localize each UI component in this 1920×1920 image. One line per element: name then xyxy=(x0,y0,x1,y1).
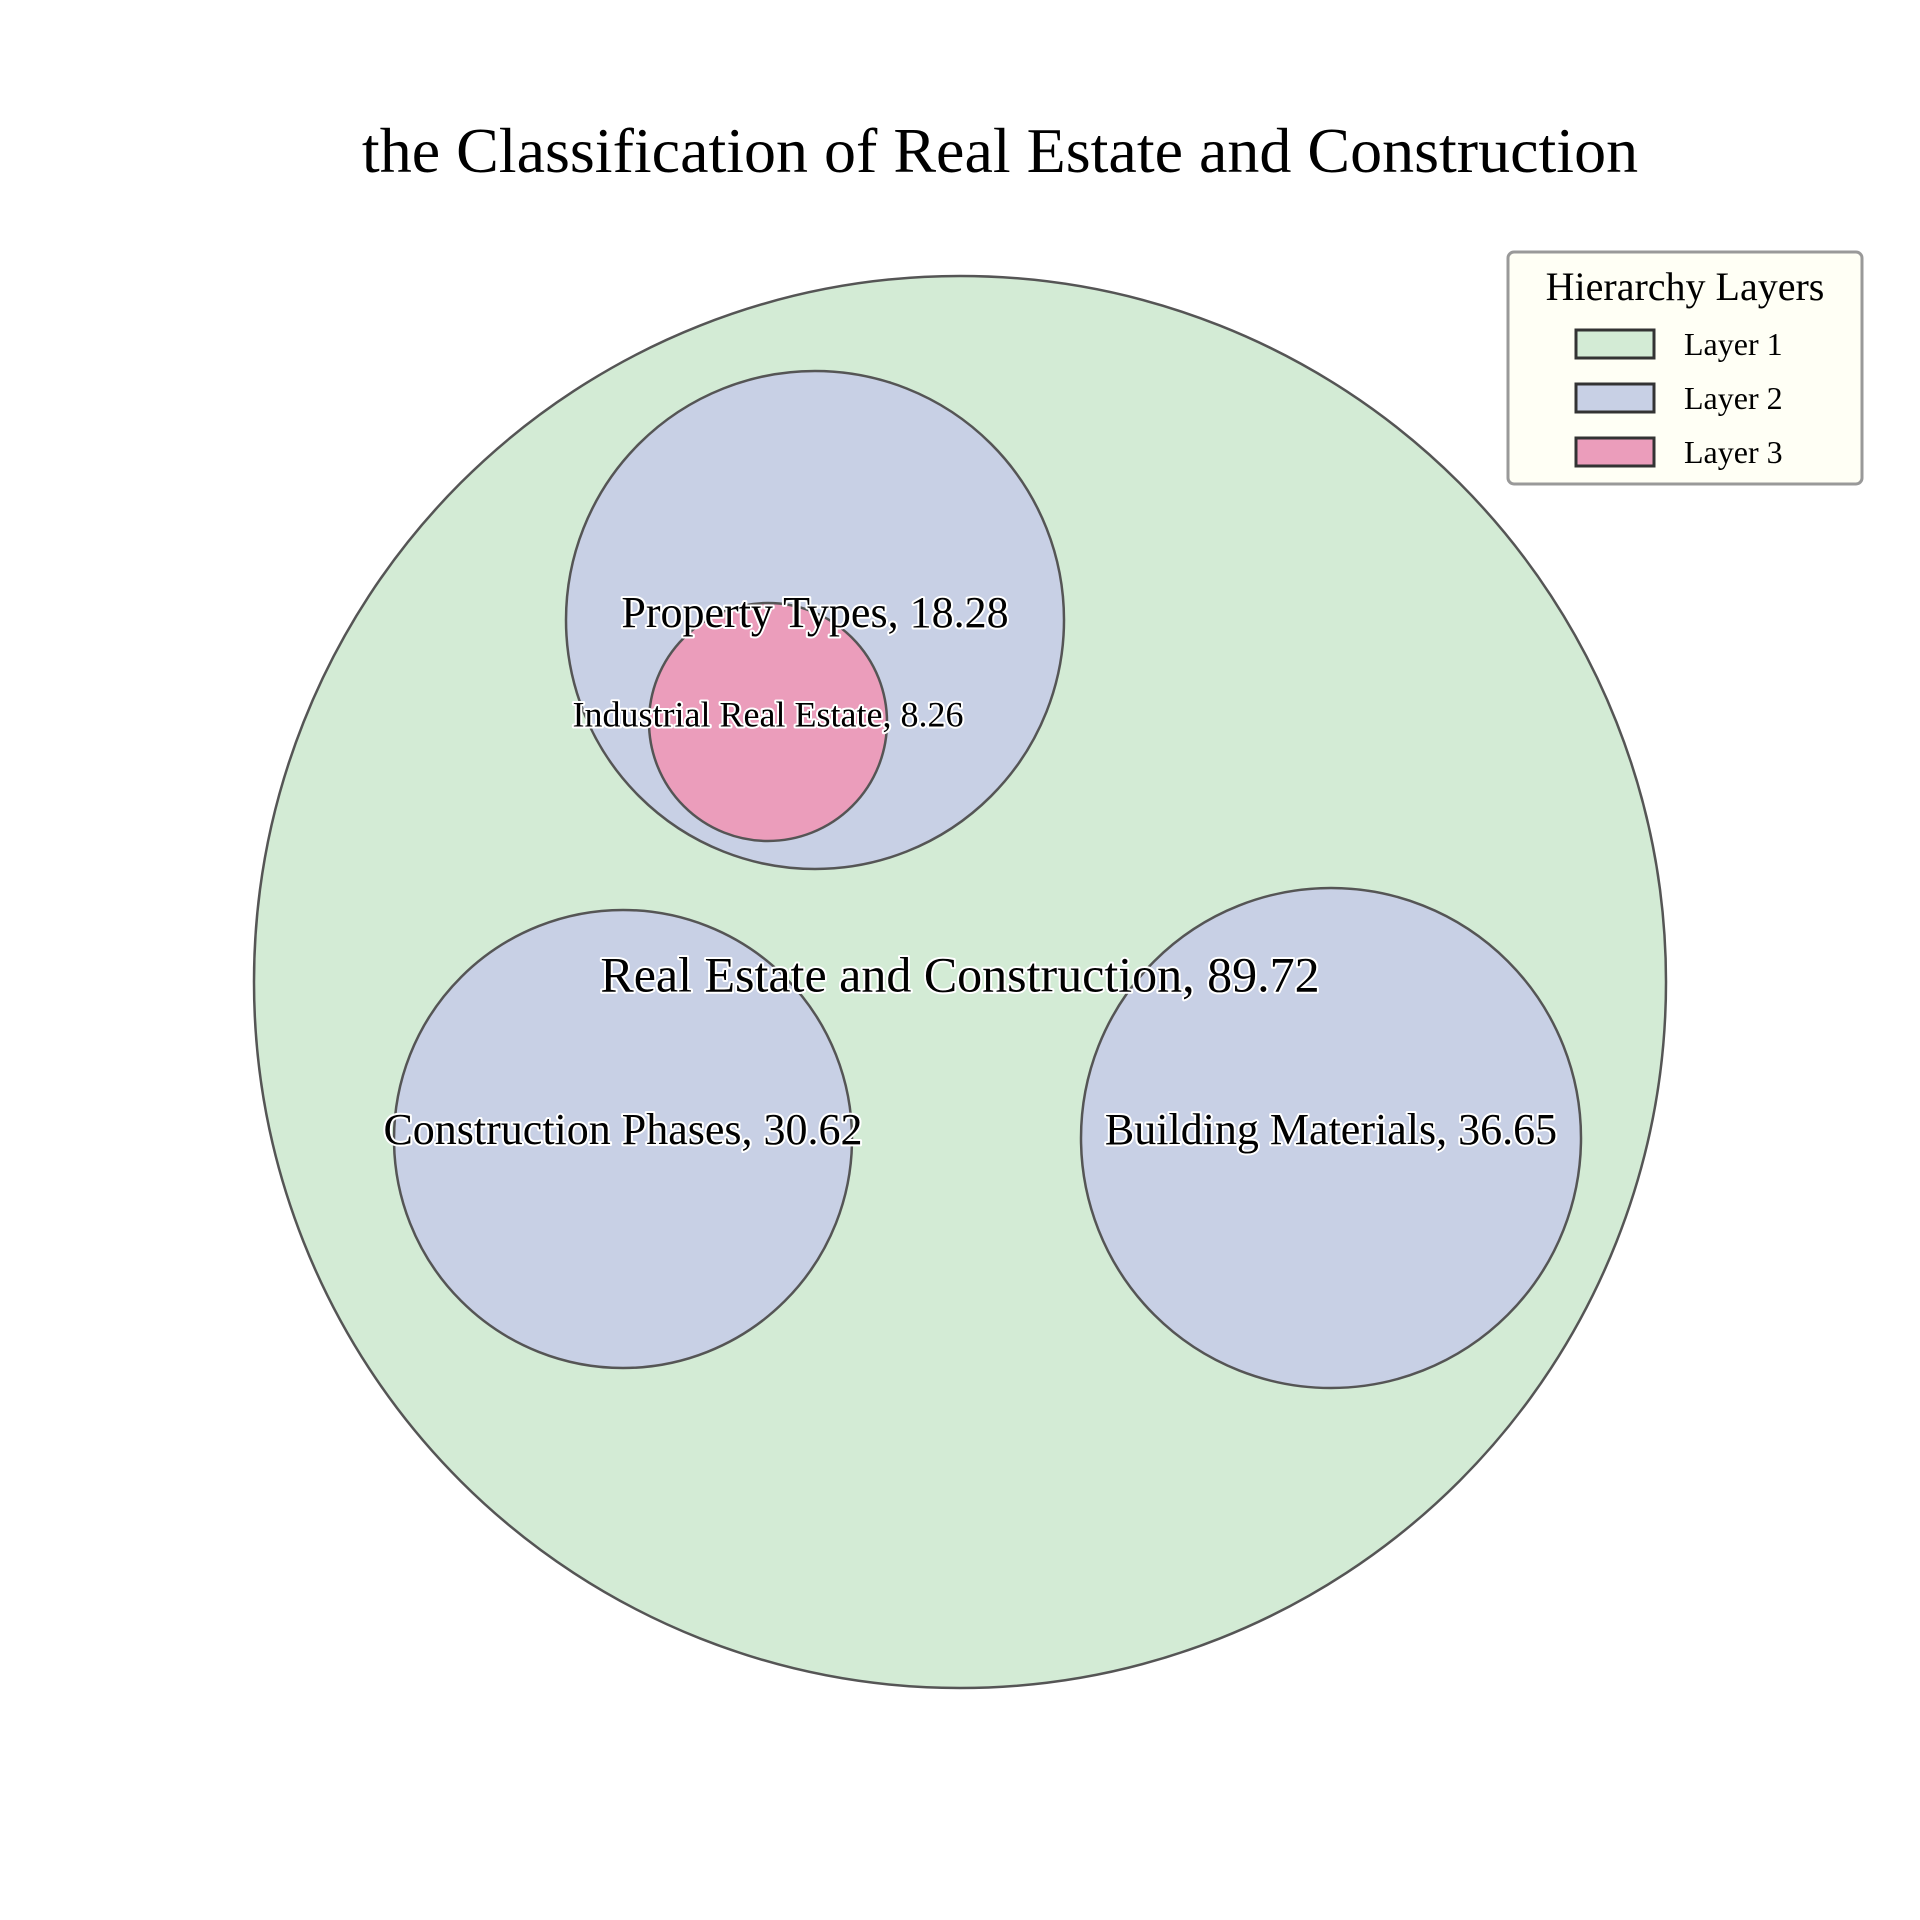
node-labels: Real Estate and Construction, 89.72 Prope… xyxy=(381,586,1559,1156)
node-circle-industrial-real-estate xyxy=(647,601,889,843)
legend-label-layer-2: Layer 2 xyxy=(1684,380,1783,416)
legend-label-layer-3: Layer 3 xyxy=(1684,434,1783,470)
node-circle-construction-phases xyxy=(392,908,854,1370)
node-label-property-types: Property Types, 18.28 xyxy=(621,588,1008,637)
legend-items: Layer 1 Layer 2 Layer 3 xyxy=(1574,326,1783,470)
legend-title: Hierarchy Layers xyxy=(1546,264,1825,309)
legend-swatch-layer-2 xyxy=(1574,382,1656,414)
node-label-construction-phases: Construction Phases, 30.62 xyxy=(383,1105,862,1154)
node-label-building-materials: Building Materials, 36.65 xyxy=(1105,1105,1557,1154)
legend: Hierarchy Layers Layer 1 Layer 2 Layer 3 xyxy=(1506,250,1864,486)
node-label-industrial-real-estate: Industrial Real Estate, 8.26 xyxy=(573,694,964,734)
node-label-real-estate-and-construction: Real Estate and Construction, 89.72 xyxy=(600,946,1319,1002)
node-circle-building-materials xyxy=(1079,886,1583,1390)
legend-swatch-layer-1 xyxy=(1574,328,1656,360)
legend-label-layer-1: Layer 1 xyxy=(1684,326,1783,362)
node-circles xyxy=(252,274,1668,1690)
legend-box xyxy=(1506,250,1864,486)
legend-swatch-layer-3 xyxy=(1574,436,1656,468)
chart-title: the Classification of Real Estate and Co… xyxy=(362,115,1638,186)
